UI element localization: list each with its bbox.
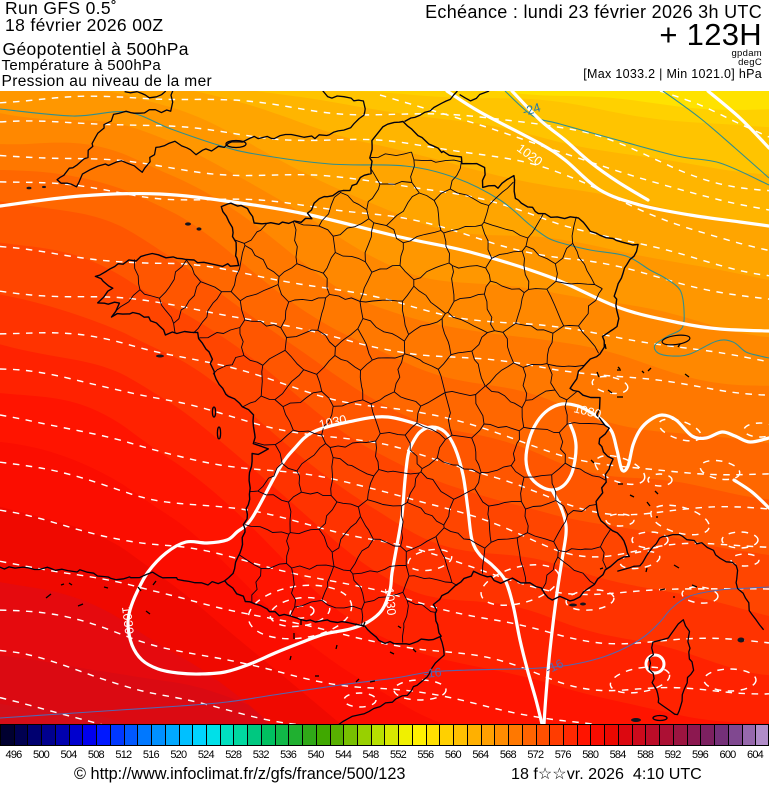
svg-text:-24: -24: [521, 100, 542, 118]
svg-text:-16: -16: [423, 665, 442, 681]
svg-text:-16: -16: [543, 656, 565, 676]
svg-text:1030: 1030: [119, 606, 136, 635]
svg-text:1030: 1030: [382, 587, 398, 616]
svg-text:1030: 1030: [572, 401, 602, 421]
svg-text:1030: 1030: [318, 412, 348, 431]
